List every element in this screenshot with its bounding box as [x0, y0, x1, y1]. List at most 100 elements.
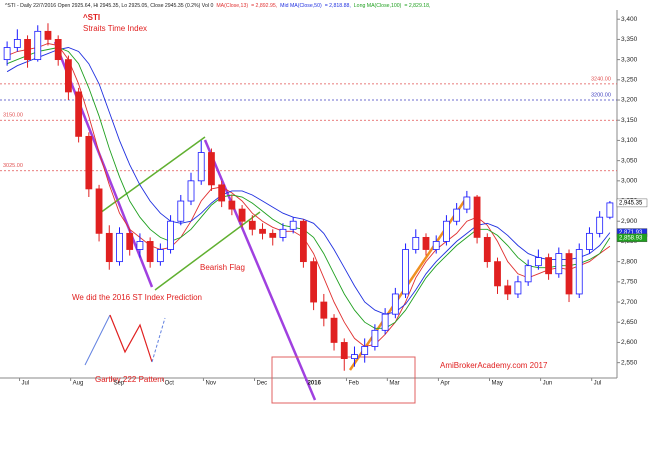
candle-body — [299, 220, 307, 263]
x-tick-label: Aug — [73, 381, 84, 387]
pattern-line — [151, 317, 166, 363]
candle-body — [238, 208, 246, 222]
y-tick-label: 3,200 — [621, 97, 638, 104]
y-tick-label: 3,300 — [621, 56, 638, 63]
candle-body — [177, 200, 185, 222]
candle-body — [105, 232, 113, 263]
candle-body — [402, 249, 409, 295]
flag-line — [99, 136, 206, 214]
price-tag — [616, 233, 648, 243]
candle-body — [167, 220, 174, 250]
candle-body — [197, 152, 205, 182]
candle-body — [586, 232, 593, 250]
ma-line — [6, 43, 611, 347]
candle-body — [473, 196, 481, 238]
ma-line — [6, 47, 611, 315]
ma-line — [6, 47, 611, 329]
y-tick-label: 3,000 — [621, 178, 638, 185]
candle-body — [606, 202, 614, 218]
candle-body — [24, 39, 31, 61]
candle-body — [432, 241, 440, 250]
candle-body — [330, 317, 338, 343]
x-tick-label: Nov — [205, 381, 216, 387]
level-label: 3150.00 — [3, 113, 23, 119]
candle-body — [361, 346, 369, 355]
candle-body — [279, 228, 287, 238]
candle-body — [208, 152, 215, 186]
x-tick-label: Oct — [165, 381, 175, 387]
candle-body — [545, 257, 552, 275]
price-tag-label: 2,858.93 — [619, 235, 643, 241]
annotation: Gartley 222 Pattern — [95, 375, 164, 384]
x-tick-label: Jun — [543, 381, 553, 387]
candle-body — [95, 188, 103, 234]
candle-body — [228, 200, 236, 210]
candle-body — [422, 236, 430, 250]
y-tick-label: 2,700 — [621, 299, 638, 306]
candle-body — [34, 30, 42, 61]
candle-body — [65, 59, 72, 93]
candle-body — [136, 241, 144, 250]
y-tick-label: 3,400 — [621, 16, 638, 23]
candle-body — [391, 293, 399, 315]
x-tick-label: Jul — [22, 381, 30, 387]
candle-body — [44, 30, 52, 40]
candle-body — [381, 313, 389, 331]
candle-body — [575, 249, 583, 295]
y-tick-label: 3,350 — [621, 36, 638, 43]
x-tick-label: Feb — [348, 381, 359, 387]
y-tick-label: 2,900 — [621, 218, 638, 225]
pattern-line — [109, 314, 153, 363]
candle-body — [126, 232, 134, 250]
candle-body — [494, 261, 501, 287]
x-tick-label: Sep — [113, 381, 124, 387]
candle-body — [75, 91, 83, 137]
candle-body — [156, 249, 164, 263]
annotation: We did the 2016 ST Index Prediction — [72, 293, 202, 302]
candle-body — [565, 253, 573, 295]
header-part: = 2,892.95, — [251, 3, 277, 9]
candle-body — [269, 232, 277, 238]
level-label: 3200.00 — [591, 92, 611, 98]
y-tick-label: 3,050 — [621, 157, 638, 164]
candle-body — [116, 232, 123, 263]
header-part: MA(Close,13) — [216, 3, 248, 9]
candle-body — [534, 257, 542, 267]
candle-body — [524, 265, 532, 283]
y-tick-label: 2,750 — [621, 279, 638, 286]
y-tick-label: 2,800 — [621, 258, 638, 265]
x-tick-label: Mar — [389, 381, 399, 387]
level-label: 3240.00 — [591, 76, 611, 82]
price-tag-label: 2,871.93 — [619, 230, 643, 236]
candle-body — [85, 135, 93, 190]
y-tick-label: 2,650 — [621, 319, 638, 326]
header-part: ^STI - Daily 22/7/2016 Open 2925.64, Hi … — [5, 3, 213, 9]
y-tick-label: 3,250 — [621, 77, 638, 84]
candle-body — [340, 342, 348, 360]
y-tick-label: 2,550 — [621, 359, 638, 366]
x-tick-label: Jul — [594, 381, 602, 387]
level-label: 3025.00 — [3, 163, 23, 169]
candle-body — [504, 285, 512, 295]
y-tick-label: 3,100 — [621, 137, 638, 144]
y-tick-label: 3,150 — [621, 117, 638, 124]
candle-body — [596, 216, 604, 234]
header-part: Long MA(Close,100) — [354, 3, 402, 9]
pattern-line — [84, 314, 111, 366]
candle-body — [371, 329, 379, 347]
x-tick-label: Dec — [257, 381, 268, 387]
candle-body — [289, 220, 297, 230]
candle-body — [412, 236, 420, 250]
x-tick-label: May — [492, 381, 503, 387]
candle-body — [555, 253, 563, 275]
header-part: = 2,829.18, — [404, 3, 430, 9]
header-part: = 2,818.88, — [325, 3, 351, 9]
candle-body — [218, 184, 226, 202]
y-tick-label: 2,600 — [621, 339, 638, 346]
price-tag — [616, 198, 648, 208]
x-tick-label: Apr — [440, 381, 449, 387]
candle-body — [54, 39, 62, 61]
candle-body — [320, 301, 328, 319]
